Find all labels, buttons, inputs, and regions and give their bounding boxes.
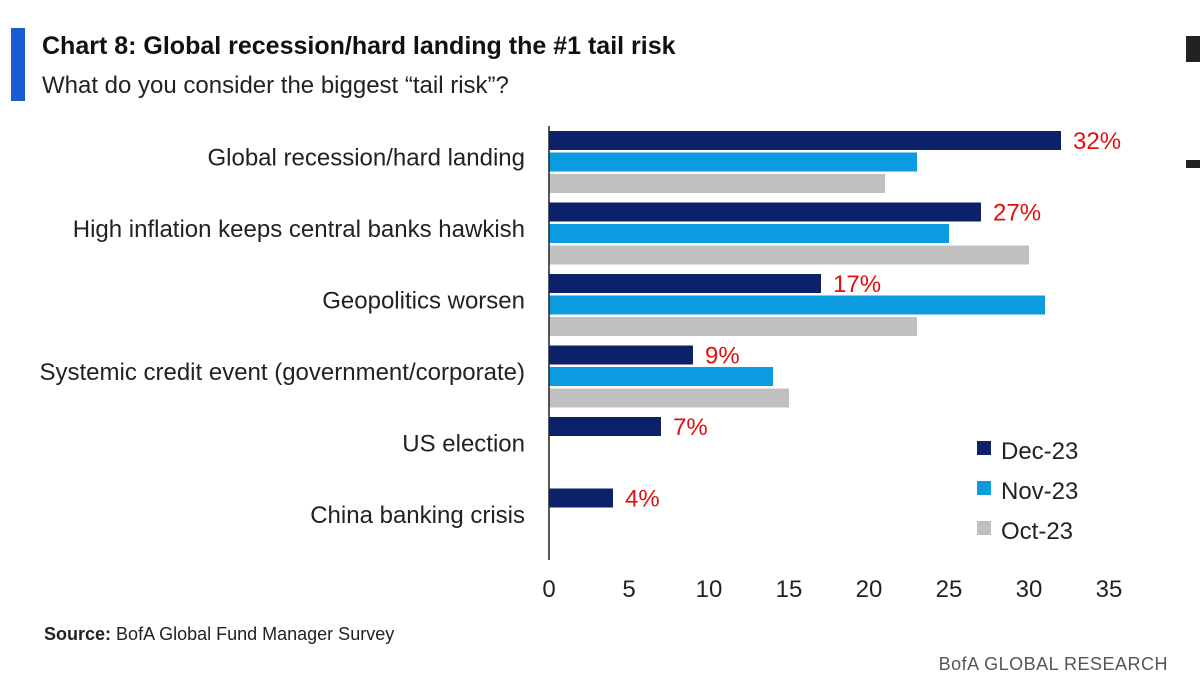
category-label: High inflation keeps central banks hawki… — [73, 216, 525, 243]
legend-label: Dec-23 — [1001, 438, 1078, 465]
bar-oct-23 — [549, 245, 1029, 265]
legend-swatch-oct-23 — [977, 521, 991, 535]
x-tick-label: 15 — [776, 576, 803, 603]
x-tick-label: 0 — [542, 576, 555, 603]
legend-label: Oct-23 — [1001, 518, 1073, 545]
source-line: Source: BofA Global Fund Manager Survey — [44, 624, 394, 645]
x-tick-label: 30 — [1016, 576, 1043, 603]
legend-swatch-dec-23 — [977, 441, 991, 455]
x-tick-label: 10 — [696, 576, 723, 603]
x-tick-label: 25 — [936, 576, 963, 603]
bar-dec-23 — [549, 202, 981, 222]
bar-dec-23 — [549, 488, 613, 508]
bar-oct-23 — [549, 388, 789, 408]
x-tick-label: 35 — [1096, 576, 1123, 603]
data-label: 9% — [705, 343, 740, 370]
data-label: 7% — [673, 414, 708, 441]
data-label: 32% — [1073, 128, 1121, 155]
data-label: 17% — [833, 271, 881, 298]
bar-oct-23 — [549, 317, 917, 336]
cropped-fragment — [1186, 36, 1200, 62]
bar-nov-23 — [549, 224, 949, 243]
bar-nov-23 — [549, 367, 773, 386]
x-tick-label: 5 — [622, 576, 635, 603]
data-label: 27% — [993, 200, 1041, 227]
bar-nov-23 — [549, 295, 1045, 315]
bar-dec-23 — [549, 274, 821, 293]
bar-chart: 32% Global recession/hard landing 27% High … — [39, 126, 1123, 603]
bar-nov-23 — [549, 152, 917, 172]
source-text: BofA Global Fund Manager Survey — [116, 624, 395, 644]
cropped-fragment — [1186, 160, 1200, 168]
legend-swatch-nov-23 — [977, 481, 991, 495]
chart-subtitle: What do you consider the biggest “tail r… — [42, 72, 509, 99]
category-label: Global recession/hard landing — [207, 144, 525, 171]
cropped-side-panel — [1180, 0, 1200, 683]
bar-dec-23 — [549, 417, 661, 436]
legend-label: Nov-23 — [1001, 478, 1078, 505]
category-label: Geopolitics worsen — [322, 287, 525, 314]
x-tick-label: 20 — [856, 576, 883, 603]
source-key: Source: — [44, 624, 112, 644]
chart-title: Chart 8: Global recession/hard landing t… — [42, 32, 676, 60]
category-label: Systemic credit event (government/corpor… — [39, 359, 525, 386]
title-accent-bar — [11, 28, 25, 101]
bar-dec-23 — [549, 131, 1061, 150]
data-label: 4% — [625, 486, 660, 513]
bar-dec-23 — [549, 345, 693, 365]
category-label: China banking crisis — [310, 502, 525, 529]
bar-oct-23 — [549, 174, 885, 193]
brand-footer: BofA GLOBAL RESEARCH — [938, 654, 1168, 674]
category-label: US election — [402, 430, 525, 457]
